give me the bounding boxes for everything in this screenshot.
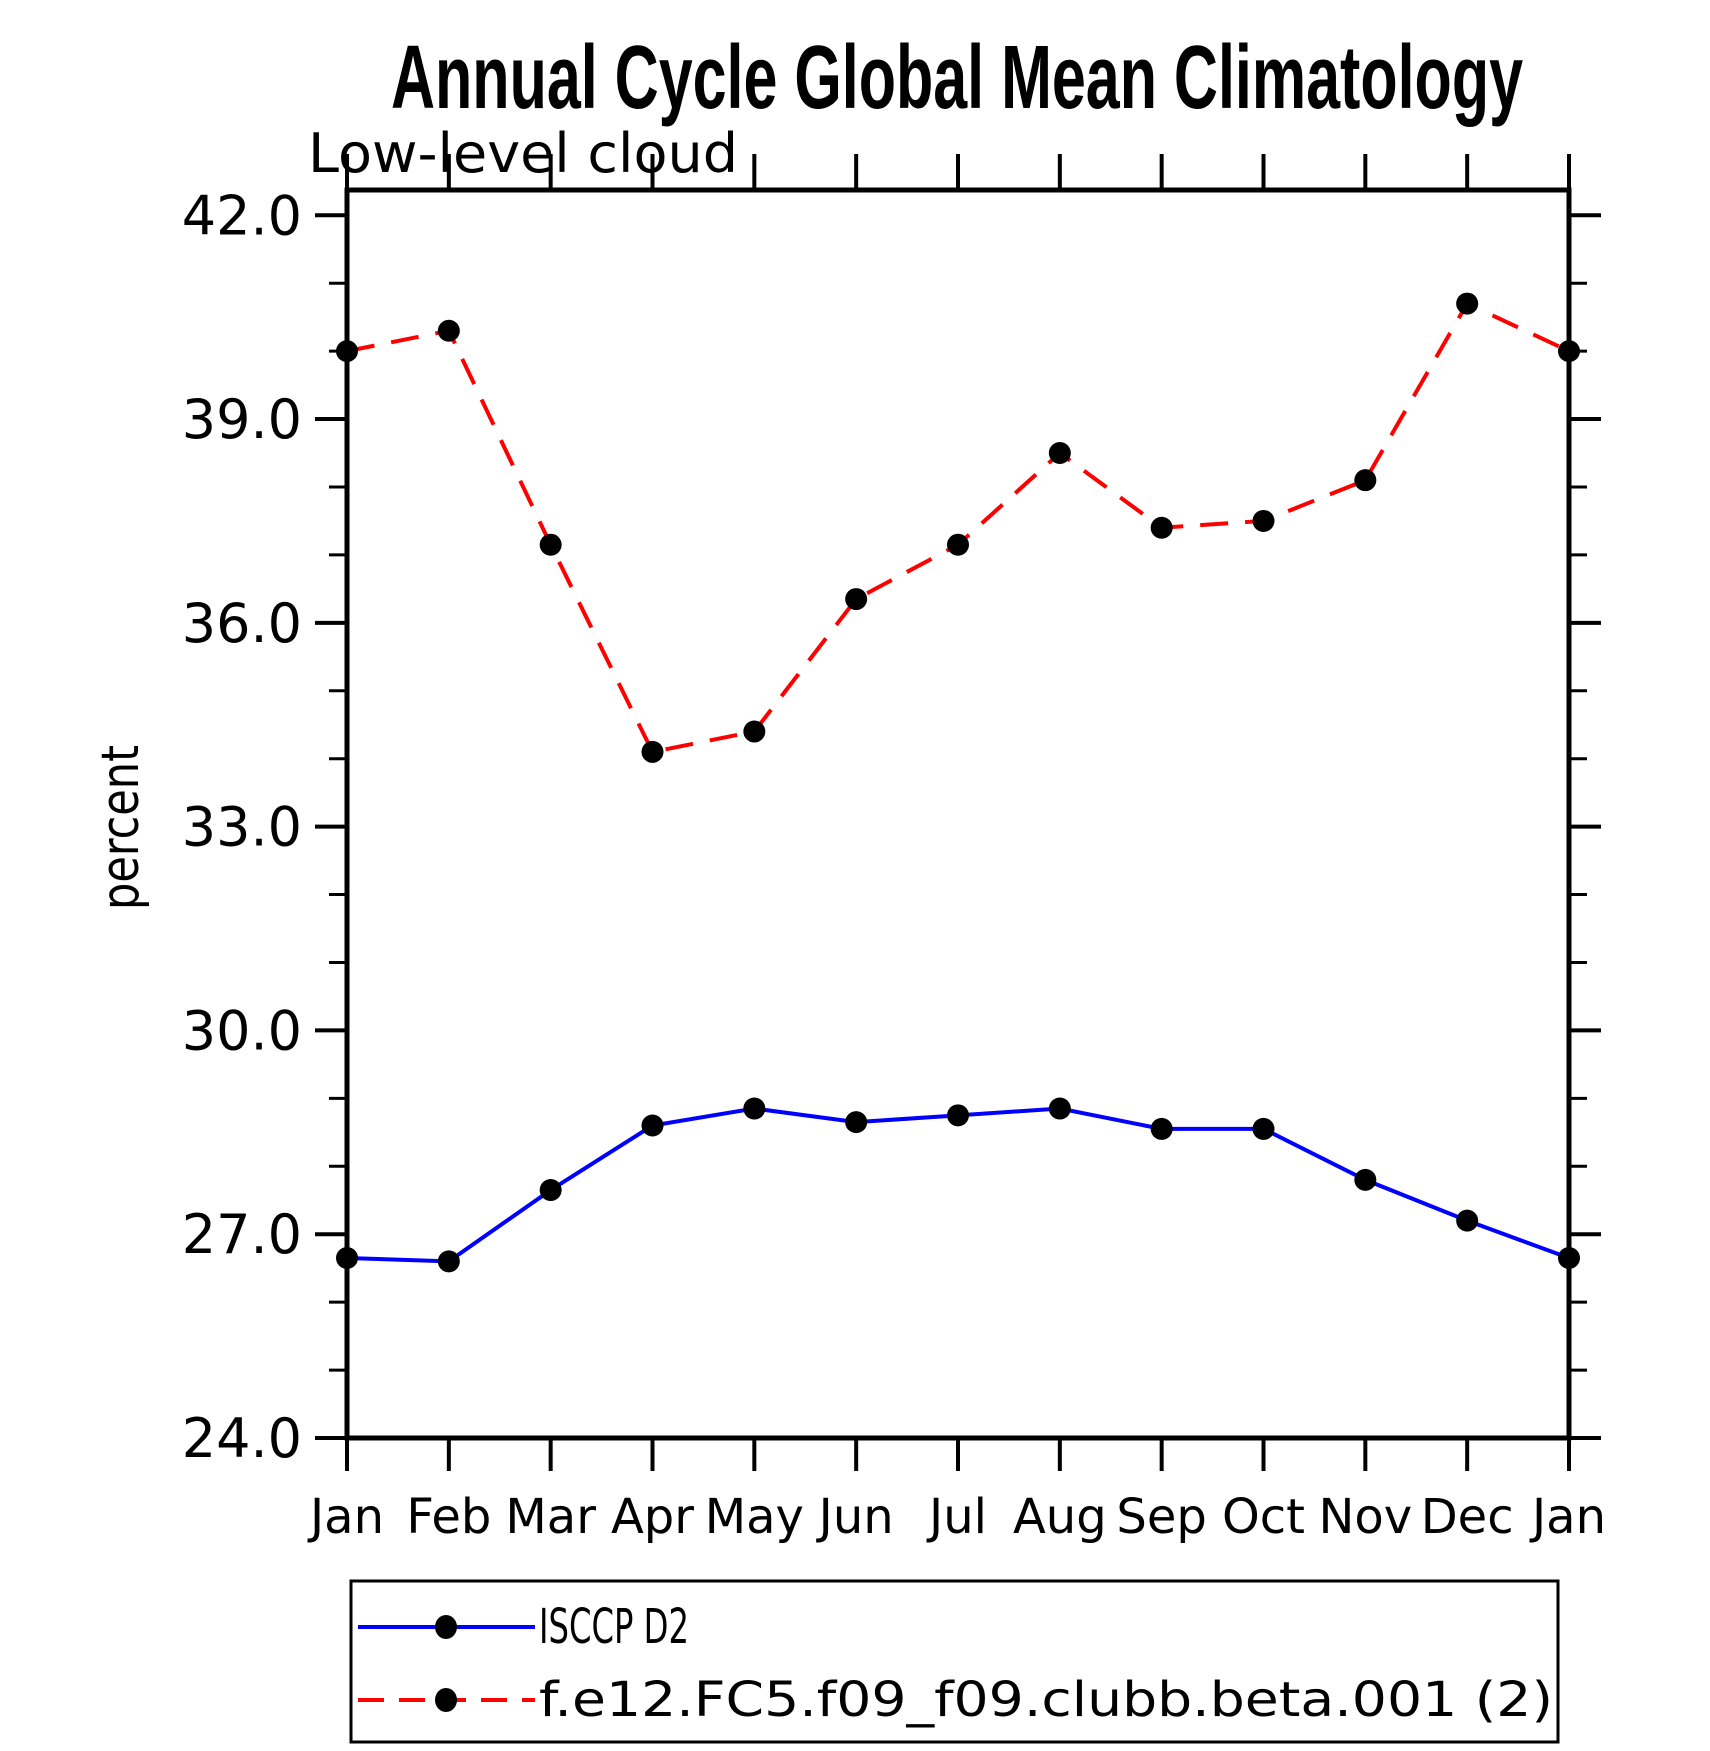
y-tick-label: 30.0 (182, 999, 302, 1062)
data-point-marker (1048, 1097, 1071, 1120)
data-point-marker (1558, 1246, 1580, 1269)
data-point-marker (947, 1104, 969, 1127)
data-point-marker (1558, 340, 1580, 363)
data-point-marker (743, 720, 766, 743)
month-label: Nov (1318, 1489, 1412, 1545)
legend-label-model: f.e12.FC5.f09_f09.clubb.beta.001 (2) (539, 1672, 1553, 1728)
legend-frame (349, 1579, 1560, 1744)
series-line-model (346, 300, 1570, 755)
data-point-marker (336, 1246, 358, 1269)
y-tick-label: 27.0 (182, 1203, 302, 1266)
month-label: May (705, 1489, 804, 1545)
month-label: Jan (1529, 1489, 1606, 1545)
chart-title: Annual Cycle Global Mean Climatology (391, 28, 1523, 128)
month-label: Mar (505, 1489, 596, 1545)
series-line-isccp-d2 (346, 1106, 1570, 1264)
data-point-marker (743, 1097, 766, 1120)
plot-frame (344, 187, 1572, 1441)
data-point-marker (539, 1179, 562, 1202)
data-point-marker (1048, 442, 1071, 465)
data-point-marker (1252, 1117, 1275, 1140)
month-label: Oct (1222, 1489, 1305, 1545)
y-tick-label: 33.0 (182, 796, 302, 859)
data-point-marker (1150, 516, 1173, 539)
legend-label-isccp: ISCCP D2 (539, 1599, 689, 1655)
legend-marker-model-icon (435, 1688, 457, 1712)
month-label: Aug (1013, 1489, 1107, 1545)
data-point-marker (845, 588, 868, 611)
y-tick-label: 24.0 (182, 1407, 302, 1470)
data-point-marker (1354, 469, 1377, 492)
y-axis-title: percent (91, 745, 151, 910)
data-point-marker (641, 1114, 664, 1137)
legend-box: ISCCP D2 f.e12.FC5.f09_f09.clubb.beta.00… (349, 1579, 1560, 1744)
data-point-marker (1252, 509, 1275, 532)
month-label: Sep (1116, 1489, 1206, 1545)
month-label: Jul (926, 1489, 987, 1545)
data-point-marker (641, 740, 664, 763)
data-point-marker (1456, 292, 1479, 315)
data-point-marker (1150, 1117, 1173, 1140)
month-label: Apr (611, 1489, 694, 1545)
data-point-marker (336, 340, 358, 363)
month-label: Feb (406, 1489, 491, 1545)
month-label: Jan (307, 1489, 384, 1545)
y-tick-label: 42.0 (182, 184, 302, 247)
month-label: Jun (816, 1489, 894, 1545)
data-point-marker (845, 1111, 868, 1134)
data-point-marker (437, 319, 460, 342)
data-point-marker (1456, 1209, 1479, 1232)
data-point-marker (539, 533, 562, 556)
legend-marker-isccp-icon (435, 1615, 457, 1639)
data-point-marker (1354, 1168, 1377, 1191)
data-point-marker (947, 533, 969, 556)
y-tick-label: 39.0 (182, 388, 302, 451)
series-layer (336, 292, 1580, 1273)
y-tick-label: 36.0 (182, 592, 302, 655)
axes-layer: 24.0 27.0 30.0 33.0 36.0 39.0 42.0 Jan Feb Mar Apr… (182, 154, 1606, 1545)
data-point-marker (437, 1250, 460, 1273)
month-label: Dec (1421, 1489, 1514, 1545)
chart-subtitle: Low-level cloud (308, 122, 738, 185)
